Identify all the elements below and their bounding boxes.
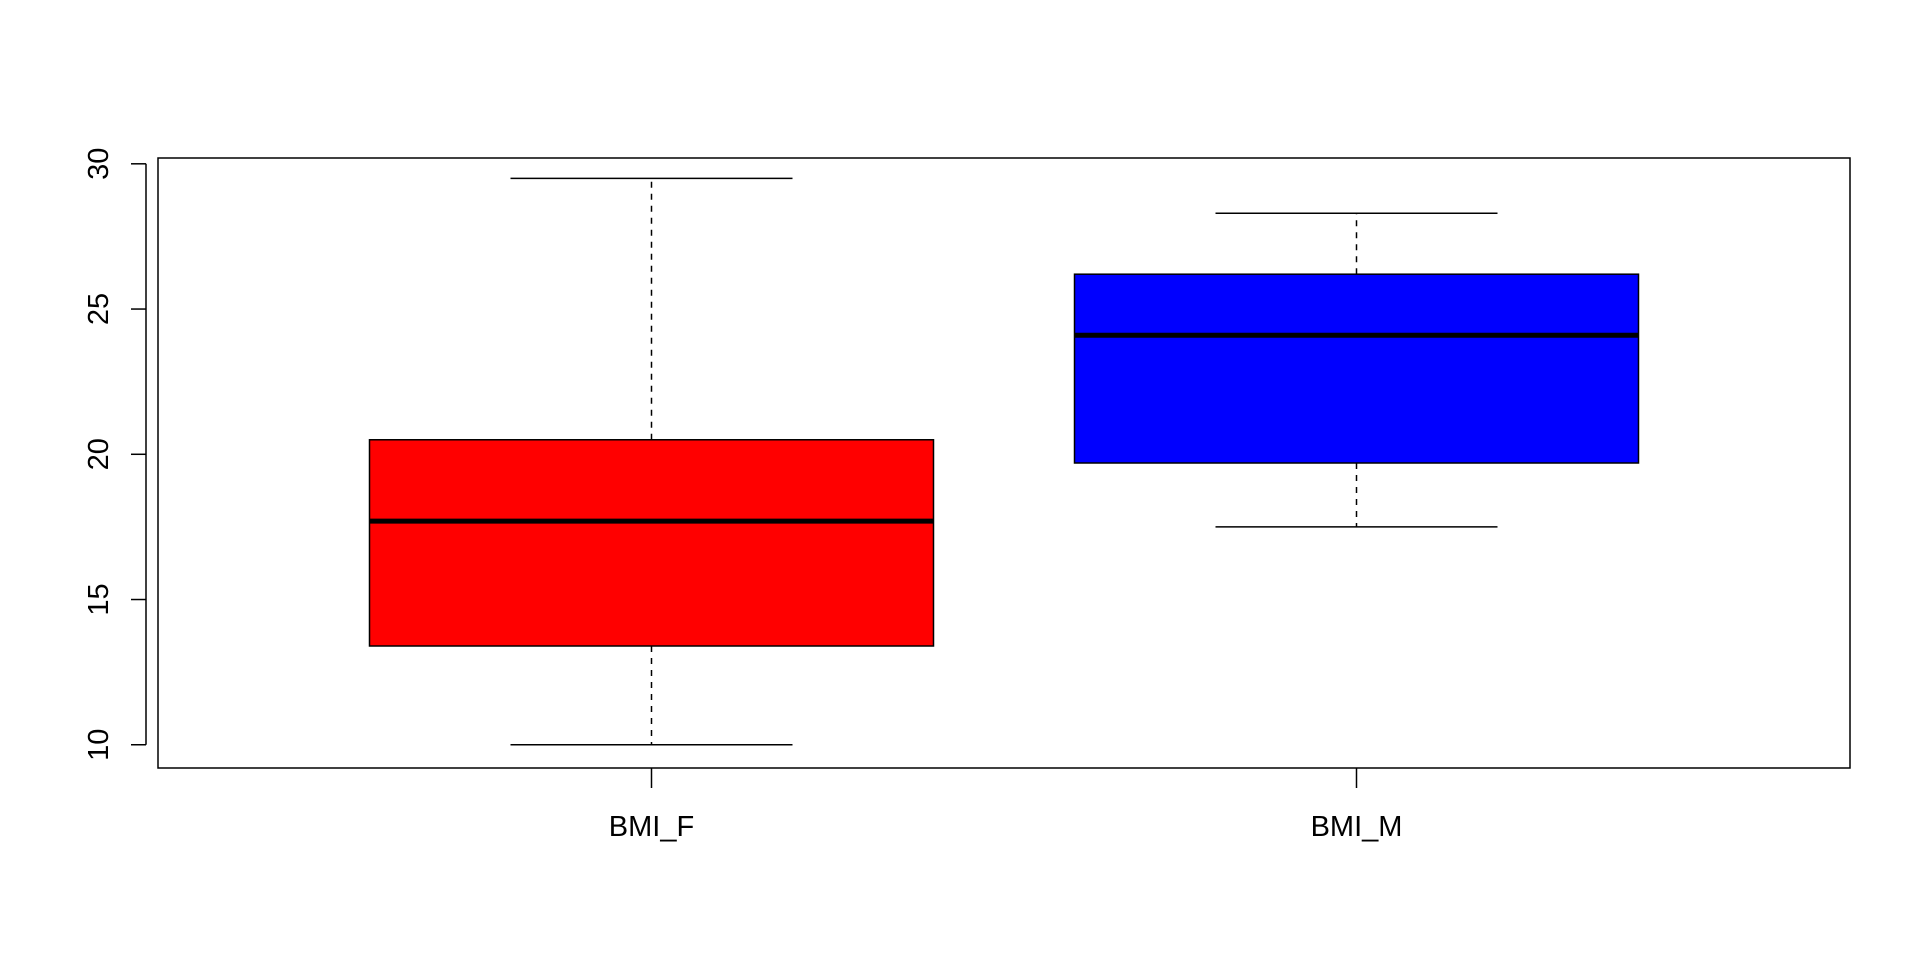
- iqr-box: [1073, 273, 1640, 464]
- x-axis: BMI_F BMI_M: [609, 768, 1403, 843]
- x-category-label: BMI_F: [609, 811, 694, 843]
- x-category-label: BMI_M: [1311, 811, 1403, 843]
- iqr-box: [368, 439, 935, 647]
- y-tick-label: 20: [83, 438, 115, 470]
- y-tick-label: 25: [83, 293, 115, 325]
- boxes-group: [368, 177, 1640, 746]
- box-bmi-m: [1073, 212, 1640, 528]
- y-tick-label: 10: [83, 729, 115, 761]
- box-bmi-f: [368, 177, 935, 746]
- y-axis: 10 15 20 25 30: [83, 148, 147, 761]
- y-tick-label: 15: [83, 583, 115, 615]
- plot-frame: [157, 157, 1851, 769]
- y-tick-label: 30: [83, 148, 115, 180]
